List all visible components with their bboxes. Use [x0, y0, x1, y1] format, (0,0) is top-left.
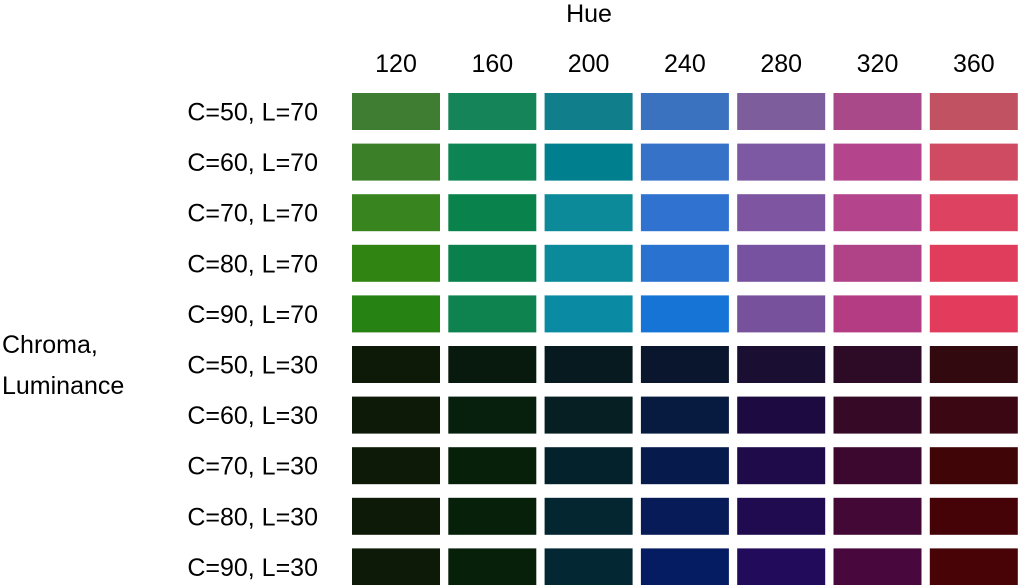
- y-tick-label-8: C=70, L=30: [187, 453, 318, 481]
- x-tick-label-280: 280: [760, 50, 802, 78]
- swatch-r10-hue-160: [448, 548, 537, 585]
- swatch-r3-hue-280: [737, 194, 826, 232]
- swatch-r10-hue-120: [352, 548, 440, 585]
- swatch-r1-hue-160: [448, 93, 537, 130]
- swatch-r4-hue-240: [640, 244, 729, 282]
- swatch-r5-hue-280: [737, 295, 826, 333]
- swatch-r7-hue-200: [544, 396, 633, 434]
- swatch-r2-hue-240: [640, 143, 729, 181]
- swatch-r6-hue-320: [833, 346, 922, 383]
- y-tick-label-4: C=80, L=70: [187, 250, 318, 278]
- y-tick-label-3: C=70, L=70: [187, 200, 318, 228]
- swatch-r7-hue-320: [833, 396, 922, 434]
- swatch-r1-hue-320: [833, 93, 922, 130]
- swatch-r8-hue-120: [352, 447, 440, 485]
- swatch-r7-hue-280: [737, 396, 826, 434]
- swatch-r7-hue-360: [929, 396, 1018, 434]
- y-tick-labels: C=50, L=70 C=60, L=70 C=70, L=70 C=80, L=70…: [187, 99, 318, 582]
- swatch-r8-hue-240: [640, 447, 729, 485]
- swatch-r2-hue-360: [929, 143, 1018, 181]
- y-tick-label-7: C=60, L=30: [187, 402, 318, 430]
- x-tick-label-320: 320: [857, 50, 899, 78]
- y-tick-label-5: C=90, L=70: [187, 301, 318, 329]
- swatch-r3-hue-160: [448, 194, 537, 232]
- swatch-r4-hue-320: [833, 244, 922, 282]
- swatch-r7-hue-160: [448, 396, 537, 434]
- swatch-r4-hue-200: [544, 244, 633, 282]
- swatch-r9-hue-160: [448, 497, 537, 535]
- swatch-r10-hue-360: [929, 548, 1018, 585]
- swatch-r10-hue-240: [640, 548, 729, 585]
- swatch-r6-hue-120: [352, 346, 440, 383]
- swatch-r5-hue-160: [448, 295, 537, 333]
- x-tick-labels: 120 160 200 240 280 320 360: [375, 50, 995, 78]
- swatch-r9-hue-240: [640, 497, 729, 535]
- swatch-r8-hue-160: [448, 447, 537, 485]
- y-tick-label-9: C=80, L=30: [187, 503, 318, 531]
- x-tick-label-120: 120: [375, 50, 417, 78]
- y-tick-label-2: C=60, L=70: [187, 149, 318, 177]
- swatch-r2-hue-320: [833, 143, 922, 181]
- swatch-r8-hue-200: [544, 447, 633, 485]
- swatch-r5-hue-360: [929, 295, 1018, 333]
- swatch-r1-hue-360: [929, 93, 1018, 130]
- swatch-r10-hue-200: [544, 548, 633, 585]
- swatch-r5-hue-200: [544, 295, 633, 333]
- swatch-r9-hue-320: [833, 497, 922, 535]
- swatch-r4-hue-360: [929, 244, 1018, 282]
- x-tick-label-200: 200: [568, 50, 610, 78]
- swatch-r4-hue-160: [448, 244, 537, 282]
- y-axis-title: Chroma, Luminance: [2, 331, 124, 400]
- swatch-r4-hue-120: [352, 244, 440, 282]
- swatch-r5-hue-320: [833, 295, 922, 333]
- swatch-r8-hue-360: [929, 447, 1018, 485]
- swatch-r2-hue-120: [352, 143, 440, 181]
- swatch-r6-hue-280: [737, 346, 826, 383]
- swatch-r8-hue-280: [737, 447, 826, 485]
- swatch-r7-hue-240: [640, 396, 729, 434]
- swatch-r10-hue-320: [833, 548, 922, 585]
- swatch-r8-hue-320: [833, 447, 922, 485]
- swatch-r9-hue-280: [737, 497, 826, 535]
- swatch-r3-hue-320: [833, 194, 922, 232]
- swatch-r7-hue-120: [352, 396, 440, 434]
- swatch-r6-hue-360: [929, 346, 1018, 383]
- y-tick-label-1: C=50, L=70: [187, 99, 318, 127]
- swatch-r3-hue-120: [352, 194, 440, 232]
- swatch-r4-hue-280: [737, 244, 826, 282]
- swatch-r6-hue-200: [544, 346, 633, 383]
- x-tick-label-360: 360: [953, 50, 995, 78]
- swatch-r2-hue-200: [544, 143, 633, 181]
- x-axis-title: Hue: [566, 0, 612, 28]
- swatch-r9-hue-200: [544, 497, 633, 535]
- swatch-r1-hue-280: [737, 93, 826, 130]
- x-tick-label-240: 240: [664, 50, 706, 78]
- swatch-r2-hue-280: [737, 143, 826, 181]
- swatch-r6-hue-160: [448, 346, 537, 383]
- y-tick-label-6: C=50, L=30: [187, 352, 318, 380]
- y-axis-title-line-2: Luminance: [2, 372, 124, 400]
- swatch-r1-hue-240: [640, 93, 729, 130]
- swatch-r1-hue-200: [544, 93, 633, 130]
- y-tick-label-10: C=90, L=30: [187, 554, 318, 582]
- swatch-r5-hue-120: [352, 295, 440, 333]
- swatch-r1-hue-120: [352, 93, 440, 130]
- swatch-r3-hue-240: [640, 194, 729, 232]
- swatch-r9-hue-120: [352, 497, 440, 535]
- swatch-r5-hue-240: [640, 295, 729, 333]
- color-swatches: [352, 93, 1018, 585]
- swatch-r3-hue-360: [929, 194, 1018, 232]
- swatch-r9-hue-360: [929, 497, 1018, 535]
- swatch-r2-hue-160: [448, 143, 537, 181]
- swatch-r6-hue-240: [640, 346, 729, 383]
- swatch-r3-hue-200: [544, 194, 633, 232]
- x-tick-label-160: 160: [471, 50, 513, 78]
- swatch-r10-hue-280: [737, 548, 826, 585]
- y-axis-title-line-1: Chroma,: [2, 331, 98, 359]
